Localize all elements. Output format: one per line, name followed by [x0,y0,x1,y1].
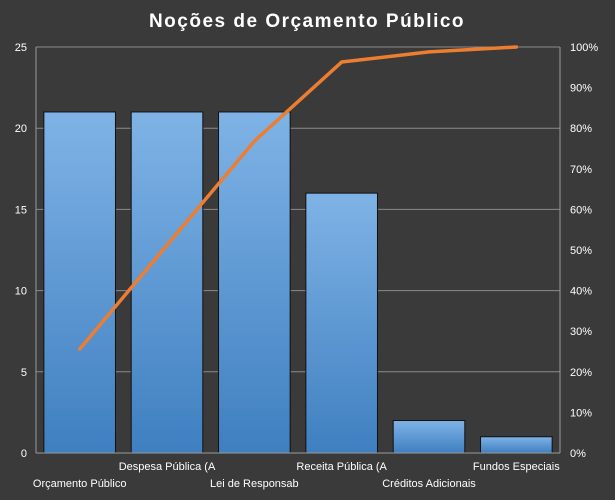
bar [130,111,204,454]
bars [43,111,553,454]
y2-tick-label: 10% [570,407,592,419]
chart-title: Noções de Orçamento Público [149,11,465,32]
y2-tick-label: 80% [570,123,592,135]
y2-tick-label: 0% [570,448,586,460]
y2-tick-label: 70% [570,164,592,176]
x-tick-label: Despesa Pública (A [119,461,216,473]
x-tick-label: Lei de Responsab [210,478,299,490]
bar [392,420,466,454]
y2-tick-label: 40% [570,286,592,298]
y2-tick-label: 60% [570,204,592,216]
x-tick-label: Orçamento Público [33,478,127,490]
y-tick-label: 20 [15,123,27,135]
bar [43,111,116,454]
y2-tick-label: 20% [570,367,592,379]
x-tick-label: Fundos Especiais [473,461,560,473]
y2-tick-label: 50% [570,245,592,257]
axes: 0 5 10 15 20 25 0% 10% 20% 30% 40% 50% 60% 70% 80% 90% 1… [15,42,599,490]
cumulative-line [77,45,519,351]
y2-tick-label: 100% [570,42,598,54]
bar [305,192,378,454]
cumulative-series-line [77,45,519,351]
bar [480,436,553,454]
y2-tick-label: 30% [570,326,592,338]
y-tick-label: 0 [21,448,27,460]
y-tick-label: 10 [15,286,27,298]
bar [218,111,291,454]
y-tick-label: 25 [15,42,27,54]
y2-tick-label: 90% [570,83,592,95]
y-tick-label: 15 [15,204,27,216]
x-tick-label: Receita Pública (A [296,461,387,473]
y-tick-label: 5 [21,367,27,379]
x-tick-label: Créditos Adicionais [382,478,476,490]
